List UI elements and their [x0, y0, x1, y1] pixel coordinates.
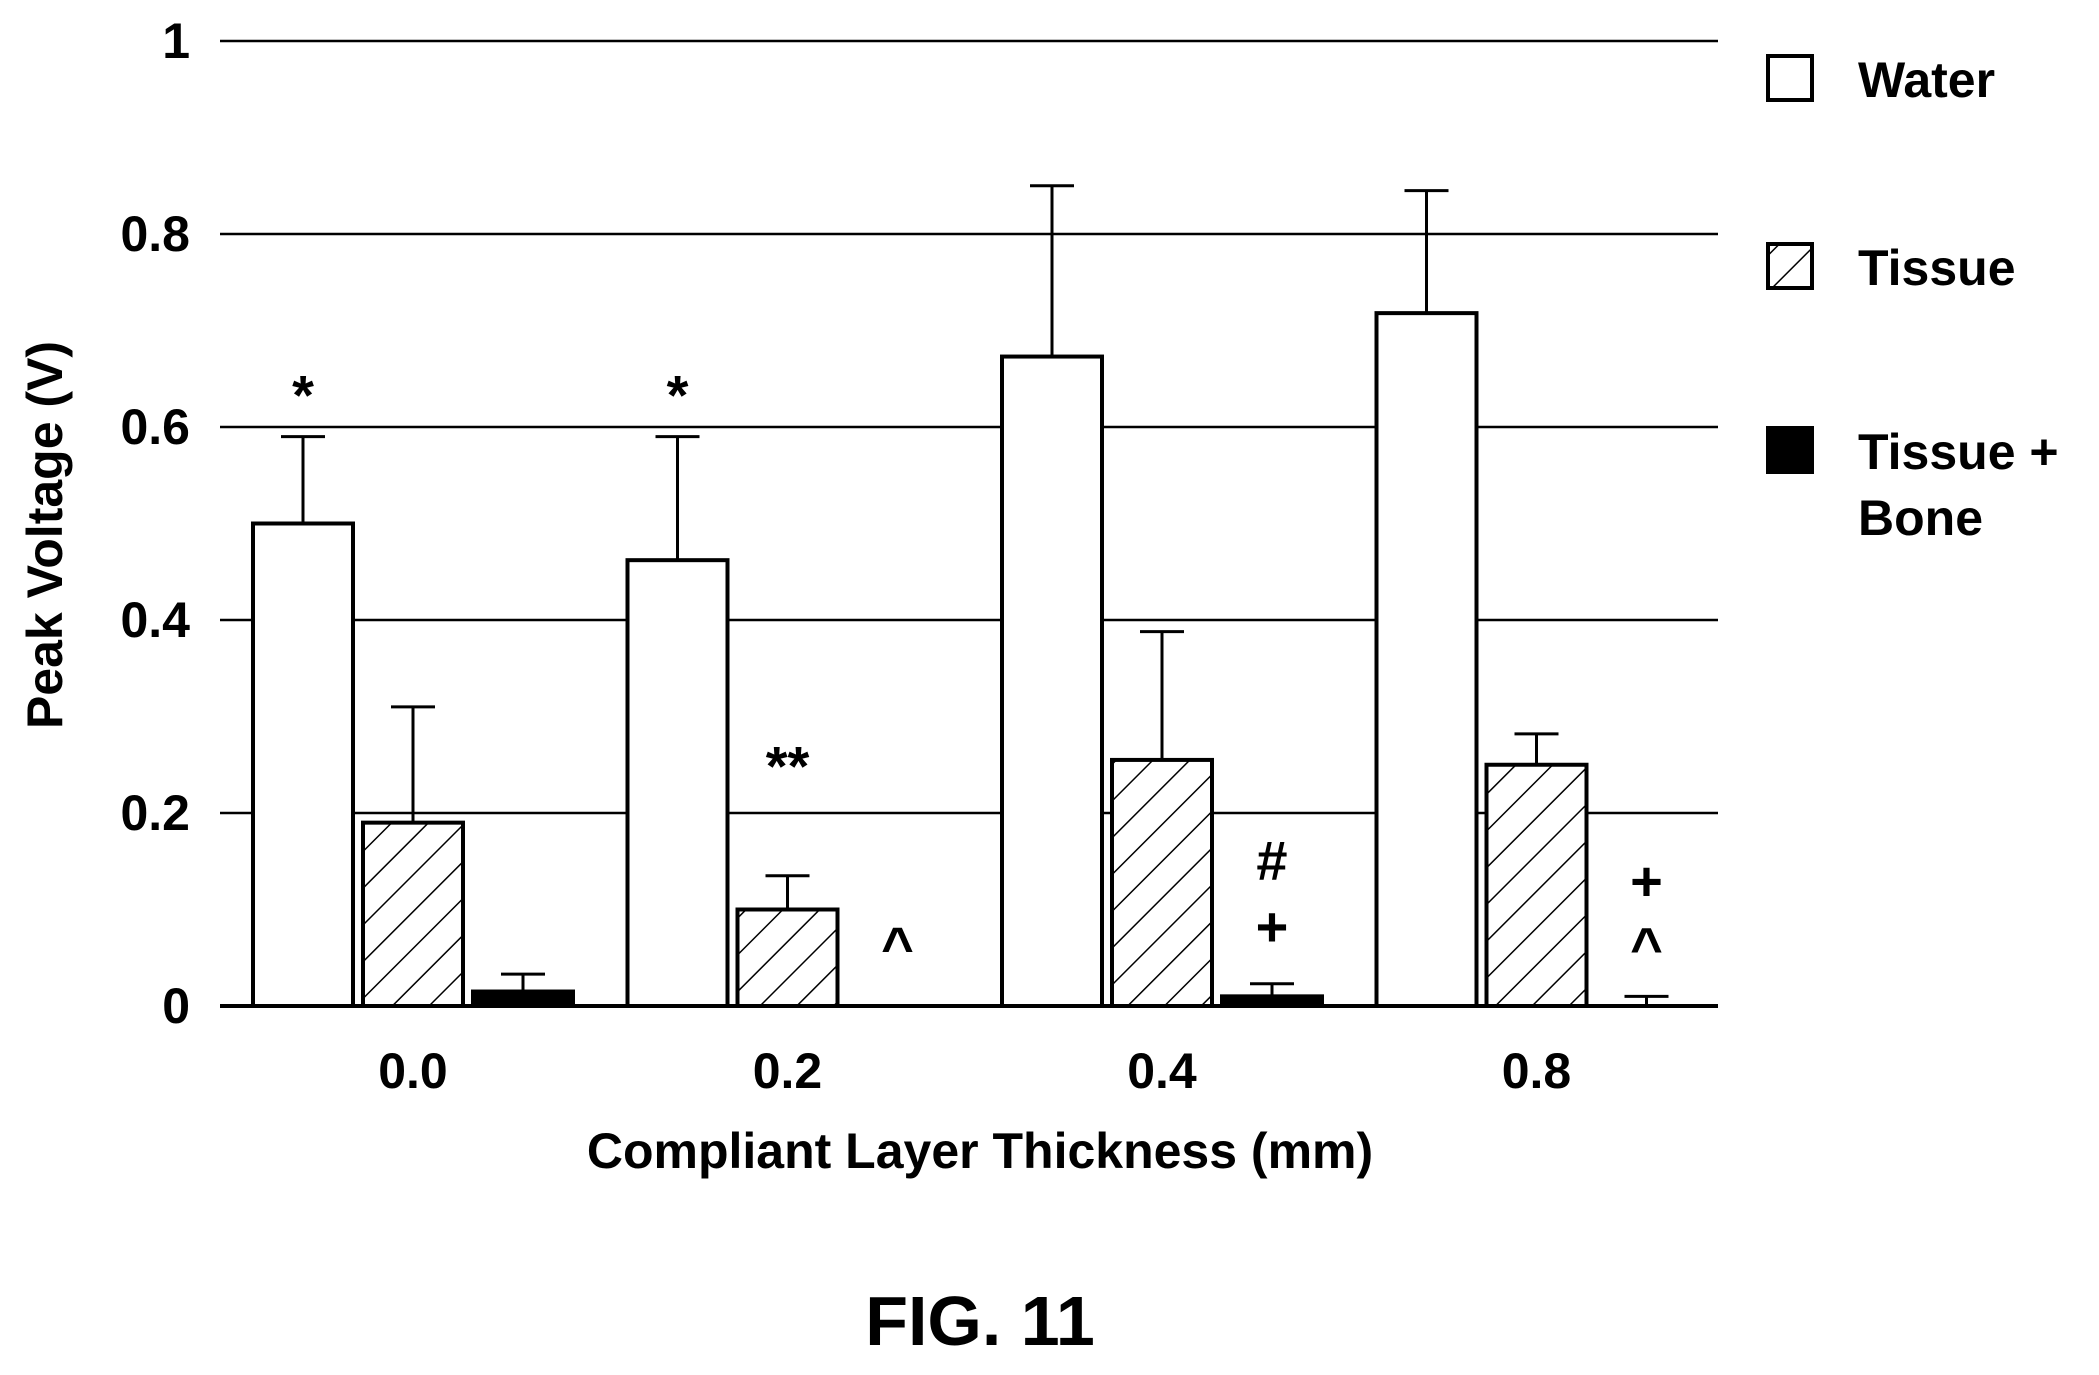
bar [251, 521, 355, 1008]
legend-label: Water [1858, 52, 1995, 108]
bar [471, 989, 575, 1009]
y-tick-label: 0.4 [120, 592, 190, 648]
y-tick-label: 0.8 [120, 206, 190, 262]
significance-marker: * [667, 364, 689, 427]
bar [735, 907, 840, 1008]
x-tick-label: 0.8 [1502, 1043, 1572, 1099]
x-tick-label: 0.2 [753, 1043, 823, 1099]
bar [1484, 762, 1589, 1008]
bar [1374, 311, 1479, 1008]
significance-marker: ** [766, 735, 810, 798]
y-tick-label: 0.6 [120, 399, 190, 455]
legend-label: Tissue + [1858, 424, 2059, 480]
legend-label: Bone [1858, 490, 1983, 546]
x-axis-label: Compliant Layer Thickness (mm) [587, 1123, 1373, 1179]
y-tick-label: 0 [162, 978, 190, 1034]
bars [251, 184, 1669, 1009]
bar [1000, 354, 1104, 1008]
legend: Water Tissue Tissue + Bone [1766, 52, 2059, 546]
legend-swatch [1766, 242, 1814, 290]
tick-labels: 0 0.2 0.4 0.6 0.8 1 0.0 0.2 0.4 0.8 [120, 13, 1571, 1099]
significance-marker: * [292, 364, 314, 427]
y-tick-label: 1 [162, 13, 190, 69]
legend-label: Tissue [1858, 240, 2016, 296]
significance-marker: ^ [881, 915, 914, 978]
bar [1110, 757, 1214, 1008]
legend-swatch [1766, 54, 1814, 102]
significance-annotations: * ***^#++^ [292, 364, 1663, 979]
y-tick-label: 0.2 [120, 785, 190, 841]
significance-marker: + [1630, 849, 1663, 912]
significance-marker: ^ [1630, 915, 1663, 978]
figure-caption: FIG. 11 [865, 1282, 1095, 1360]
x-tick-label: 0.0 [378, 1043, 448, 1099]
significance-marker: # [1256, 829, 1287, 892]
bar [361, 820, 465, 1009]
bar [625, 558, 730, 1008]
bar [1220, 994, 1324, 1008]
y-axis-label: Peak Voltage (V) [17, 341, 73, 729]
legend-swatch [1766, 426, 1814, 474]
significance-marker: + [1256, 895, 1289, 958]
x-tick-label: 0.4 [1127, 1043, 1197, 1099]
